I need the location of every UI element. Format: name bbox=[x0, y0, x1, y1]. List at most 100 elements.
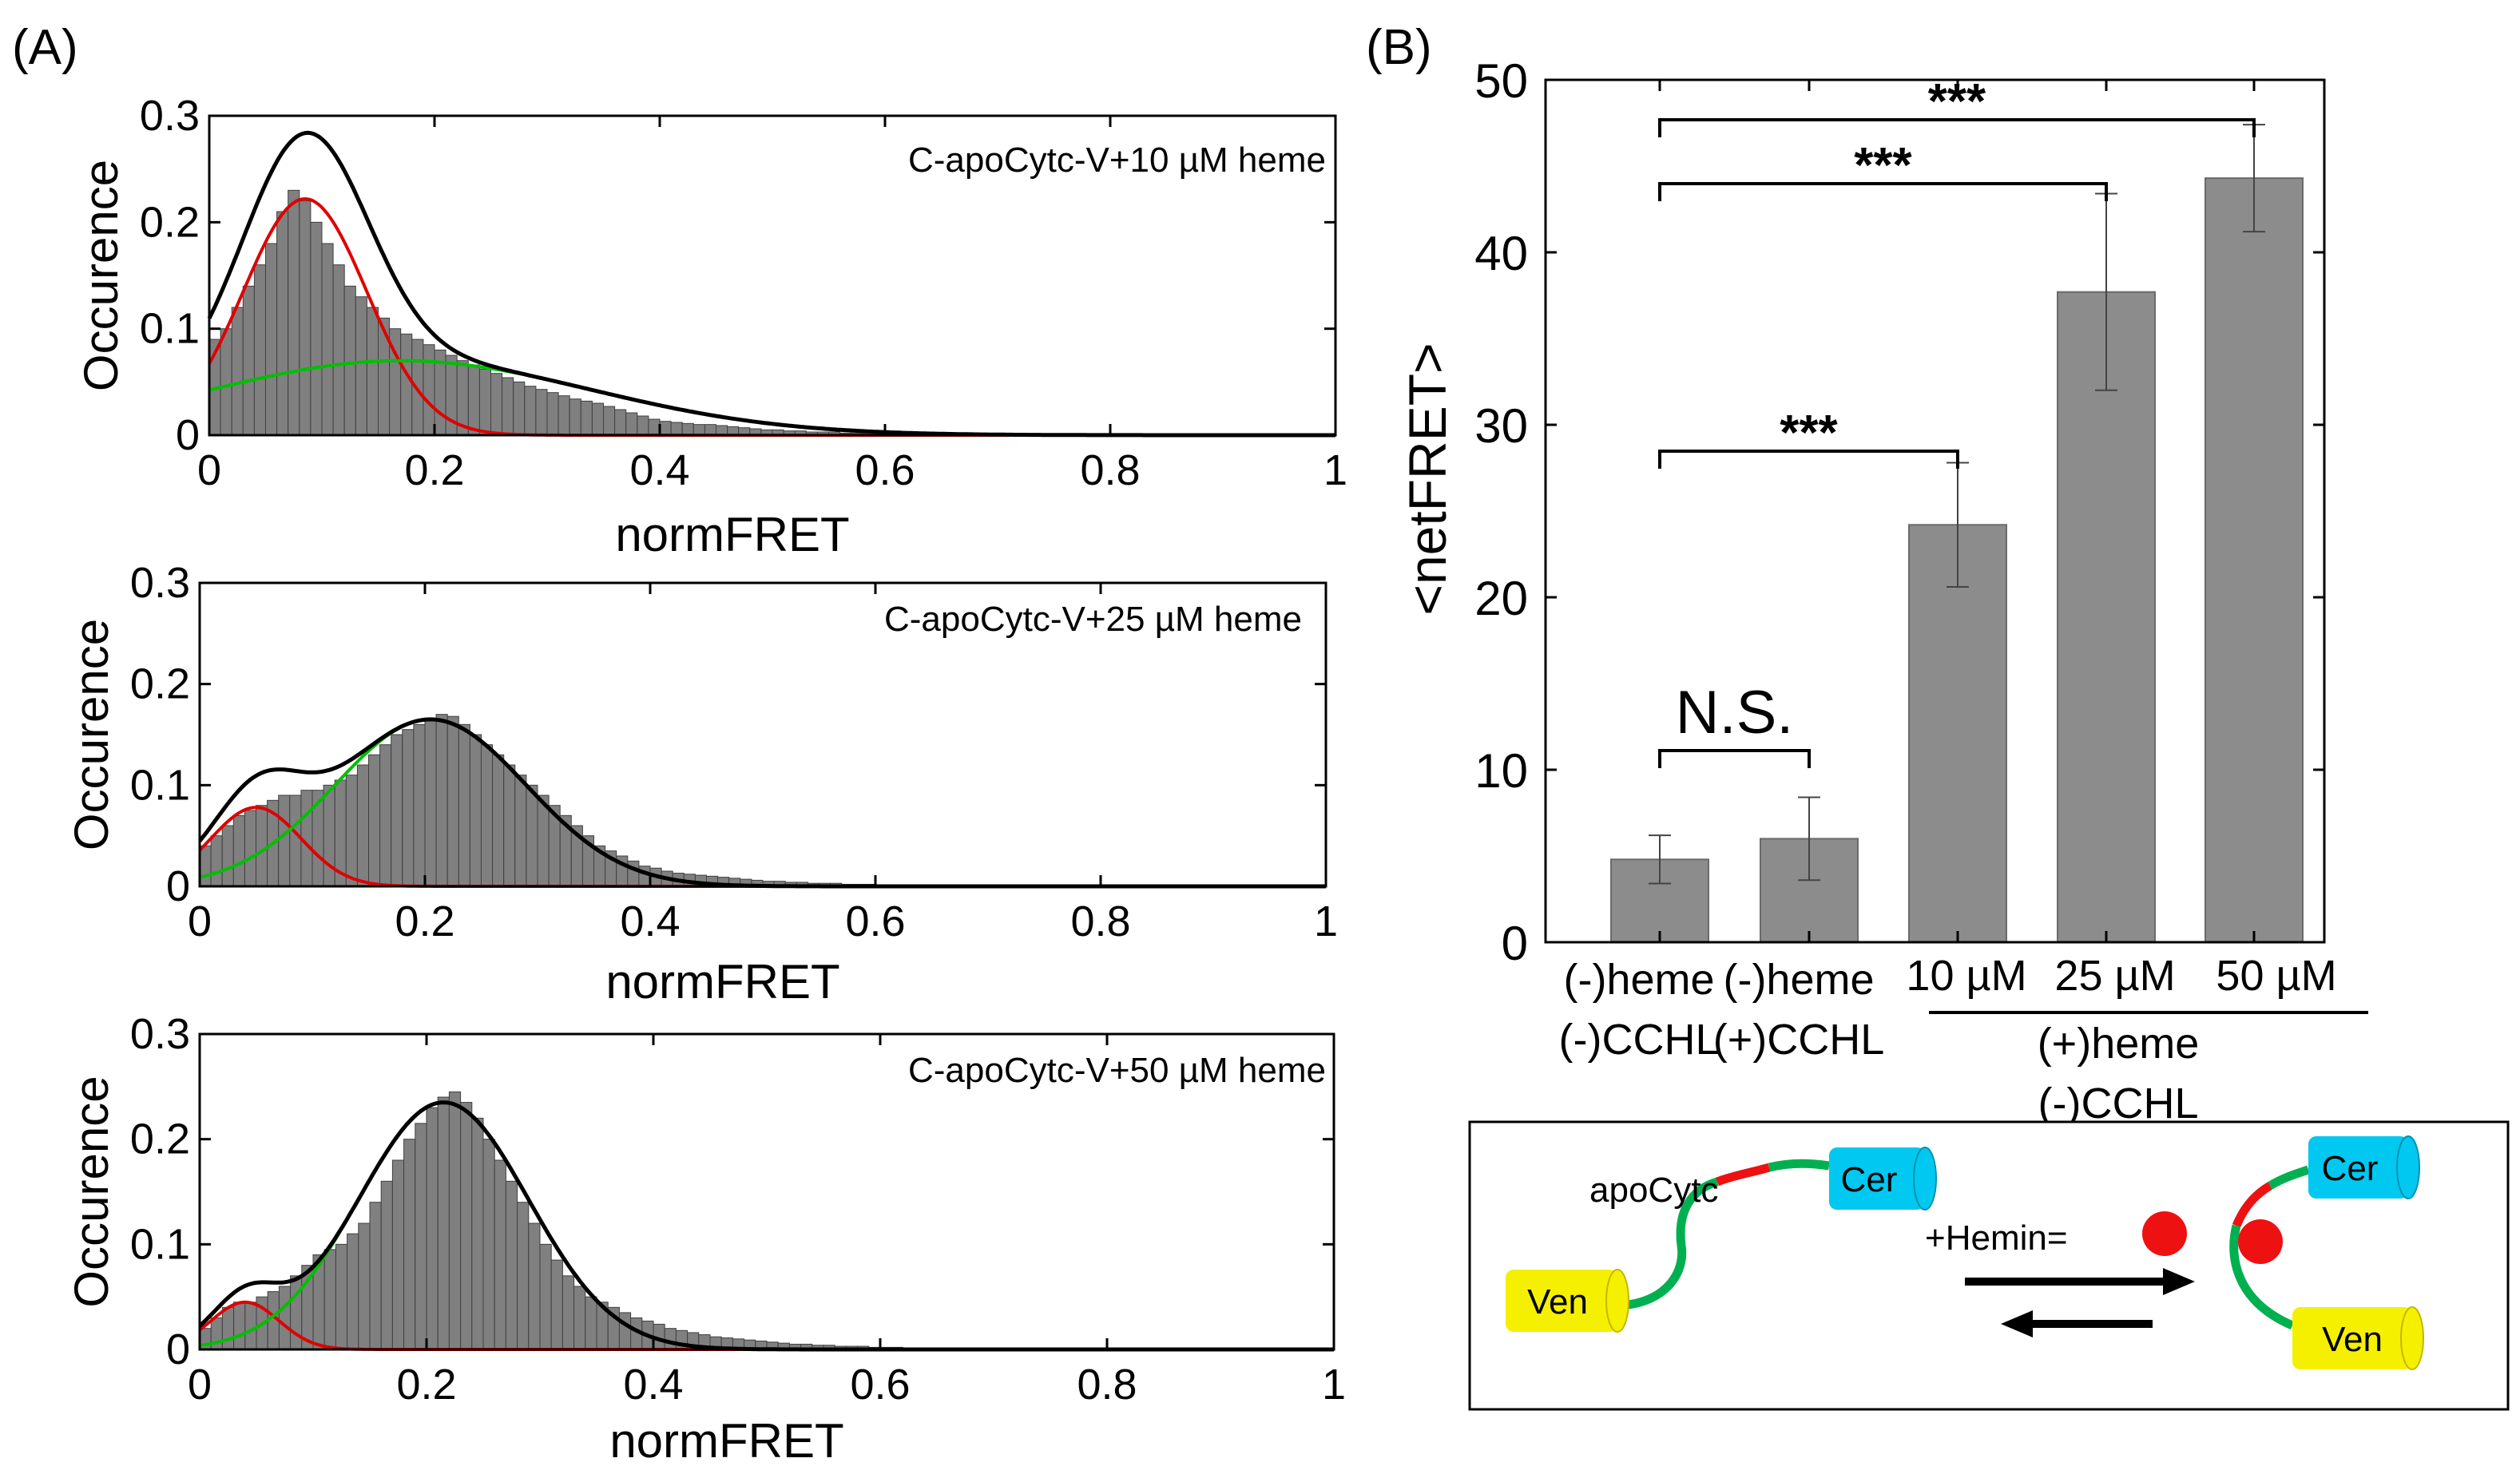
histogram-bar bbox=[335, 1243, 348, 1350]
reverse-arrow-icon bbox=[2001, 1310, 2033, 1337]
histogram-annotation: C-apoCytc-V+50 µM heme bbox=[908, 1051, 1326, 1090]
histogram-bar bbox=[492, 754, 505, 887]
cer-right-cylinder: Cer bbox=[2308, 1135, 2420, 1199]
category-label: (+)heme bbox=[2038, 1020, 2200, 1068]
category-label: 10 µM bbox=[1906, 952, 2026, 1000]
histogram-bar bbox=[199, 845, 212, 887]
histogram-annotation: C-apoCytc-V+10 µM heme bbox=[908, 141, 1326, 180]
y-axis-label: Occurence bbox=[74, 160, 128, 391]
category-label: 50 µM bbox=[2216, 952, 2336, 1000]
y-tick-label: 0 bbox=[166, 862, 190, 910]
histogram-bar bbox=[310, 221, 323, 436]
x-tick-label: 0.6 bbox=[855, 446, 915, 494]
y-tick-label: 0.1 bbox=[130, 1220, 190, 1268]
histogram-bar bbox=[276, 211, 289, 436]
ven-right-cap bbox=[2400, 1306, 2424, 1370]
y-tick-label: 0.3 bbox=[130, 559, 190, 607]
y-tick-label: 40 bbox=[1474, 227, 1528, 280]
histogram-bar bbox=[423, 344, 435, 436]
histogram-bar bbox=[446, 715, 459, 887]
histogram-bar bbox=[659, 421, 672, 436]
histogram-bar bbox=[210, 835, 223, 887]
y-tick-label: 10 bbox=[1474, 744, 1528, 798]
histogram-bar bbox=[539, 1243, 552, 1350]
histogram-bar bbox=[618, 1312, 632, 1350]
histogram-bar bbox=[299, 200, 312, 436]
significance-bracket bbox=[1658, 450, 1959, 469]
significance-label: *** bbox=[1928, 74, 1986, 129]
x-tick-label: 0.8 bbox=[1070, 897, 1130, 945]
linker-left-top bbox=[1768, 1159, 1830, 1172]
histogram-bar bbox=[664, 1328, 677, 1350]
linker-right-top bbox=[2268, 1165, 2310, 1190]
histogram-bar bbox=[380, 1180, 393, 1350]
histogram-bar bbox=[345, 775, 358, 887]
category-label: 25 µM bbox=[2054, 952, 2175, 1000]
ven-left-body bbox=[1506, 1270, 1617, 1332]
y-tick-label: 50 bbox=[1474, 54, 1528, 108]
histogram-bar bbox=[648, 418, 661, 436]
histogram-bar bbox=[627, 860, 640, 887]
axes-frame bbox=[198, 581, 1327, 888]
histogram-bar bbox=[505, 1180, 518, 1350]
y-axis-label: <netFRET> bbox=[1398, 343, 1457, 615]
histogram-bar bbox=[391, 1159, 405, 1350]
x-axis-label: normFRET bbox=[615, 508, 849, 561]
histogram-bar bbox=[514, 775, 527, 887]
histogram-bar bbox=[458, 723, 470, 887]
histogram-bar bbox=[244, 1302, 257, 1350]
histogram-bar bbox=[535, 389, 548, 436]
category-label: (-)heme bbox=[1723, 956, 1874, 1004]
histogram-bar bbox=[379, 744, 392, 887]
histogram-bar bbox=[573, 1286, 586, 1350]
histogram-bar bbox=[332, 264, 345, 436]
y-tick-label: 0 bbox=[176, 411, 200, 459]
panel-label-a: (A) bbox=[12, 20, 78, 75]
histogram-bar bbox=[415, 1123, 427, 1350]
x-tick-label: 0 bbox=[188, 897, 212, 945]
histogram-bar bbox=[231, 307, 244, 436]
ven-left-label: Ven bbox=[1527, 1282, 1588, 1321]
cer-right-body bbox=[2308, 1136, 2408, 1199]
y-tick-label: 0.2 bbox=[130, 1115, 190, 1163]
histogram-bar bbox=[681, 422, 694, 436]
histogram-bar bbox=[603, 406, 616, 436]
histogram-bar bbox=[289, 794, 302, 887]
x-tick-label: 0.4 bbox=[623, 1361, 683, 1409]
histogram-bar bbox=[502, 377, 514, 436]
category-label: (-)CCHL bbox=[2038, 1080, 2199, 1127]
hemin-icon bbox=[2142, 1211, 2187, 1256]
histogram-bar bbox=[402, 729, 415, 887]
significance-bracket bbox=[1658, 749, 1811, 768]
histogram-bar bbox=[494, 1159, 506, 1350]
ven-right-label: Ven bbox=[2322, 1320, 2383, 1359]
histogram-bar bbox=[526, 784, 538, 887]
x-tick-label: 0.2 bbox=[404, 446, 464, 494]
histogram-bar bbox=[288, 189, 300, 436]
x-tick-label: 0 bbox=[188, 1361, 212, 1409]
histogram-bar bbox=[614, 409, 627, 436]
histogram-bar bbox=[528, 1222, 541, 1350]
histogram-annotation: C-apoCytc-V+25 µM heme bbox=[884, 600, 1302, 639]
histogram-bar bbox=[426, 1107, 439, 1350]
bar bbox=[1908, 524, 2007, 943]
y-axis-label: Occurence bbox=[65, 619, 118, 850]
forward-arrow-icon bbox=[2163, 1268, 2195, 1295]
histogram-bar bbox=[467, 364, 480, 436]
histogram-bar bbox=[369, 1202, 382, 1350]
y-axis-label: Occurence bbox=[65, 1076, 118, 1307]
histogram-bar bbox=[403, 1139, 416, 1350]
schematic-inset: Cer Ven apoCytc +Hemin= Cer Ven bbox=[1468, 1120, 2510, 1411]
x-axis-label: normFRET bbox=[609, 1414, 843, 1468]
y-tick-label: 0.1 bbox=[130, 761, 190, 809]
histogram-bar bbox=[366, 307, 379, 436]
histogram-bar bbox=[437, 1096, 450, 1350]
histogram-bar bbox=[481, 744, 494, 887]
x-tick-label: 0.8 bbox=[1080, 446, 1140, 494]
significance-label: *** bbox=[1780, 406, 1838, 461]
histogram-bar bbox=[482, 1139, 495, 1350]
x-tick-label: 0.8 bbox=[1077, 1361, 1137, 1409]
histogram-bar bbox=[478, 368, 492, 436]
histogram-bar bbox=[448, 1091, 462, 1350]
